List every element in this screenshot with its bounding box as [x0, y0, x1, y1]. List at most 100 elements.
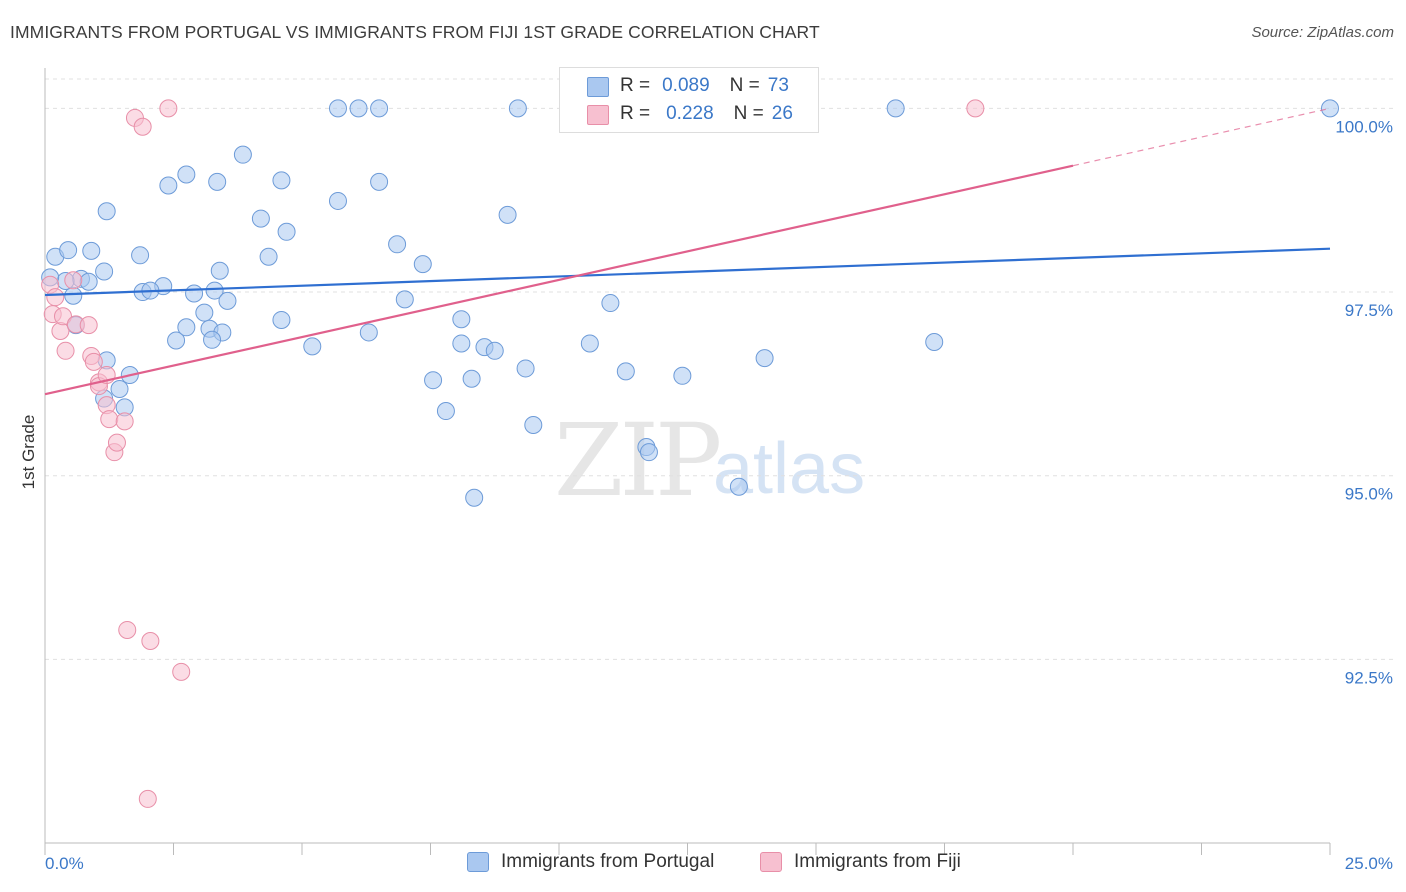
fiji-point [79, 316, 98, 335]
portugal-point [177, 165, 196, 184]
portugal-point [251, 209, 270, 228]
portugal-point [755, 349, 774, 368]
portugal-point [729, 477, 748, 496]
fiji-point [133, 117, 152, 136]
portugal-point [95, 262, 114, 281]
portugal-point [272, 171, 291, 190]
portugal-point [639, 443, 658, 462]
portugal-point [159, 176, 178, 195]
source-credit: Source: ZipAtlas.com [1251, 24, 1394, 41]
fiji-point [84, 352, 103, 371]
legend-label-fiji: Immigrants from Fiji [794, 851, 961, 872]
n-value: 73 [767, 75, 789, 96]
portugal-point [177, 318, 196, 337]
fiji-point [141, 631, 160, 650]
portugal-point [79, 272, 98, 291]
y-tick-label: 95.0% [1345, 485, 1393, 504]
portugal-point [498, 205, 517, 224]
fiji-swatch [587, 105, 609, 125]
portugal-point [524, 416, 543, 435]
portugal-point [210, 261, 229, 280]
n-label: N = [733, 103, 764, 124]
y-tick-label: 92.5% [1345, 668, 1393, 687]
r-value: 0.228 [666, 103, 714, 124]
portugal-point [303, 337, 322, 356]
portugal-point [185, 284, 204, 303]
legend-label-portugal: Immigrants from Portugal [501, 851, 715, 872]
fiji-point [172, 662, 191, 681]
portugal-point [370, 99, 389, 118]
portugal-point [485, 341, 504, 360]
y-tick-label: 97.5% [1345, 301, 1393, 320]
fiji-point [46, 288, 65, 307]
fiji-point [138, 789, 157, 808]
portugal-point [616, 362, 635, 381]
fiji-point [56, 341, 75, 360]
portugal-point [673, 366, 692, 385]
n-value: 26 [771, 103, 793, 124]
fiji-point [100, 410, 119, 429]
y-axis-label: 1st Grade [19, 415, 38, 490]
fiji-point [107, 433, 126, 452]
legend-item-fiji[interactable]: Immigrants from Fiji [760, 851, 961, 873]
portugal-point [205, 281, 224, 300]
portugal-point [233, 145, 252, 164]
portugal-point [277, 222, 296, 241]
fiji-point [118, 620, 137, 639]
portugal-points [41, 99, 1339, 507]
watermark-zip: ZIP [554, 402, 722, 519]
portugal-point [203, 330, 222, 349]
portugal-point [601, 294, 620, 313]
portugal-point [452, 334, 471, 353]
legend-row-fiji: R = 0.228 N = 26 [620, 102, 793, 126]
fiji-point [53, 307, 72, 326]
legend-item-portugal[interactable]: Immigrants from Portugal [467, 851, 714, 873]
portugal-swatch [587, 77, 609, 97]
portugal-point [59, 241, 78, 260]
portugal-point [452, 310, 471, 329]
portugal-point [195, 303, 214, 322]
portugal-point [886, 99, 905, 118]
fiji-point [115, 412, 134, 431]
portugal-point [424, 371, 443, 390]
x-tick-label: 25.0% [1345, 854, 1393, 873]
portugal-point [97, 202, 116, 221]
portugal-point [465, 488, 484, 507]
portugal-point [167, 331, 186, 350]
fiji-trend-extension [1072, 107, 1331, 167]
fiji-point [51, 321, 70, 340]
r-label: R = [620, 75, 651, 96]
portugal-trend-line [44, 247, 1331, 297]
fiji-trend-line [44, 164, 1074, 396]
portugal-point [328, 191, 347, 210]
portugal-point [208, 172, 227, 191]
fiji-point [159, 99, 178, 118]
portugal-point [925, 332, 944, 351]
portugal-point [436, 402, 455, 421]
portugal-point [1321, 99, 1339, 118]
portugal-point [580, 334, 599, 353]
fiji-legend-swatch [760, 852, 782, 872]
n-label: N = [729, 75, 760, 96]
portugal-legend-swatch [467, 852, 489, 872]
portugal-point [349, 99, 368, 118]
y-tick-label: 100.0% [1335, 117, 1393, 136]
portugal-point [110, 380, 129, 399]
fiji-points [41, 99, 985, 808]
portugal-point [131, 246, 150, 265]
portugal-point [259, 247, 278, 266]
portugal-point [508, 99, 527, 118]
portugal-point [413, 255, 432, 274]
legend-row-portugal: R = 0.089 N = 73 [620, 74, 789, 98]
fiji-point [64, 271, 83, 290]
portugal-point [272, 310, 291, 329]
chart-title: IMMIGRANTS FROM PORTUGAL VS IMMIGRANTS F… [10, 22, 820, 42]
portugal-point [395, 290, 414, 309]
portugal-point [82, 241, 101, 260]
fiji-point [966, 99, 985, 118]
r-value: 0.089 [662, 75, 710, 96]
x-tick-label: 0.0% [45, 854, 84, 873]
r-label: R = [620, 103, 651, 124]
portugal-point [370, 172, 389, 191]
